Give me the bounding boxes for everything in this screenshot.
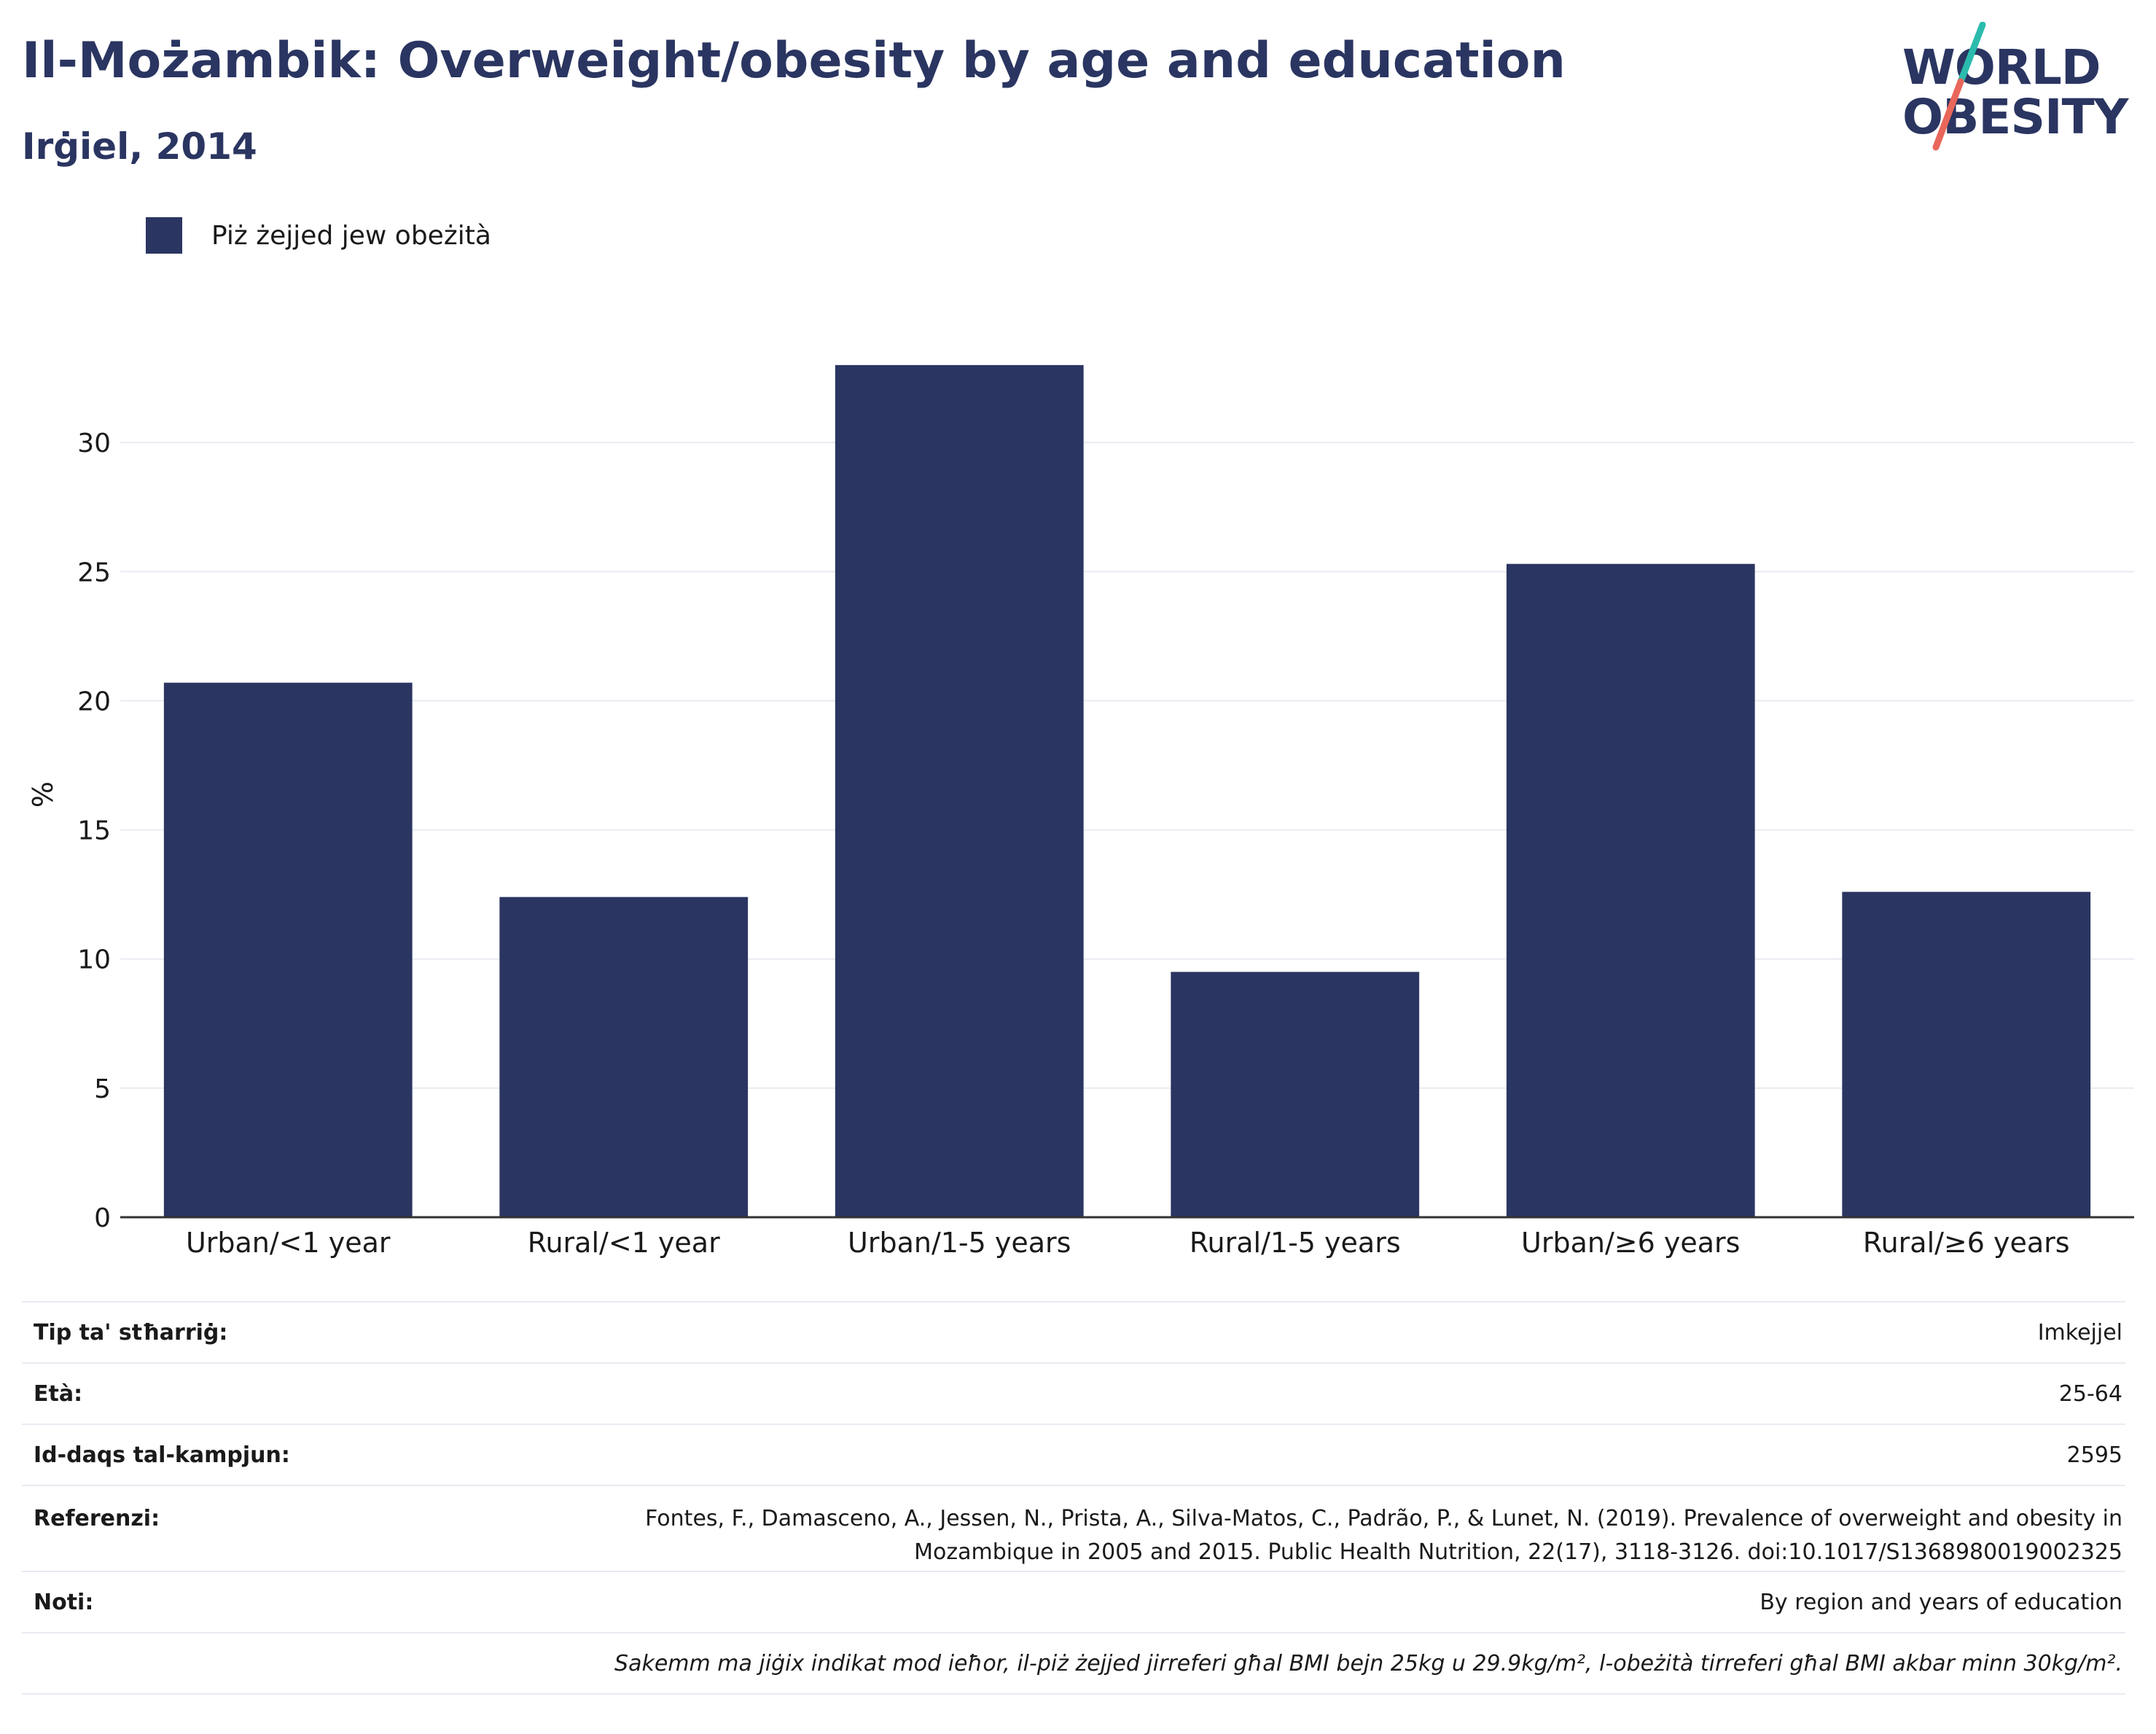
- reference-line-2: Mozambique in 2005 and 2015. Public Heal…: [914, 1539, 2122, 1565]
- y-tick-label: 10: [77, 945, 111, 975]
- footnote-text: Sakemm ma jiġix indikat mod ieħor, il-pi…: [614, 1650, 2122, 1676]
- legend-swatch: [146, 217, 182, 254]
- x-tick-label: Rural/1-5 years: [1190, 1227, 1401, 1259]
- logo-slash-icon: [1932, 22, 1986, 151]
- x-tick-label: Rural/<1 year: [528, 1227, 720, 1259]
- meta-label-age: Età:: [34, 1380, 83, 1407]
- meta-row-reference: Referenzi: Fontes, F., Damasceno, A., Je…: [22, 1485, 2125, 1571]
- meta-row-notes: Noti: By region and years of education: [22, 1571, 2125, 1632]
- meta-label-sample-size: Id-daqs tal-kampjun:: [34, 1442, 290, 1468]
- bar-chart: 0 5 10 15 20 25 30% Urban/<1 year Rural/<1 year U…: [27, 364, 2134, 1259]
- world-obesity-logo: WORLD OBESITY: [1902, 22, 2136, 157]
- meta-label-survey-type: Tip ta' stħarriġ:: [34, 1319, 228, 1346]
- chart-subtitle: Irġiel, 2014: [22, 125, 257, 168]
- y-tick-label: 25: [77, 558, 111, 587]
- y-tick-label: 20: [77, 687, 111, 716]
- meta-value-notes: By region and years of education: [1759, 1589, 2122, 1615]
- meta-value-survey-type: Imkejjel: [2037, 1319, 2122, 1346]
- chart-title: Il-Możambik: Overweight/obesity by age a…: [22, 32, 1566, 90]
- bar: [1171, 972, 1420, 1217]
- logo-word-world: WORLD: [1902, 39, 2101, 95]
- bar: [499, 897, 749, 1217]
- legend-label: Piż żejjed jew obeżità: [211, 220, 491, 251]
- meta-row-age: Età: 25-64: [22, 1362, 2125, 1423]
- meta-value-sample-size: 2595: [2066, 1442, 2122, 1468]
- metadata-table: Tip ta' stħarriġ: Imkejjel Età: 25-64 Id…: [22, 1301, 2125, 1695]
- x-tick-label: Urban/≥6 years: [1521, 1227, 1740, 1259]
- y-axis-label: %: [27, 781, 59, 808]
- meta-value-reference: Fontes, F., Damasceno, A., Jessen, N., P…: [645, 1502, 2125, 1569]
- bar: [163, 682, 413, 1217]
- meta-label-notes: Noti:: [34, 1589, 94, 1615]
- meta-row-footnote: Sakemm ma jiġix indikat mod ieħor, il-pi…: [22, 1632, 2125, 1695]
- meta-row-survey-type: Tip ta' stħarriġ: Imkejjel: [22, 1301, 2125, 1362]
- bar: [1842, 891, 2091, 1217]
- bar: [835, 364, 1084, 1217]
- y-tick-label: 0: [94, 1203, 111, 1233]
- meta-label-reference: Referenzi:: [34, 1506, 160, 1531]
- legend: Piż żejjed jew obeżità: [146, 217, 491, 254]
- x-tick-label: Urban/<1 year: [186, 1227, 391, 1259]
- meta-value-age: 25-64: [2058, 1380, 2122, 1407]
- x-tick-label: Rural/≥6 years: [1863, 1227, 2070, 1259]
- bar: [1506, 563, 1755, 1217]
- y-tick-label: 5: [94, 1074, 111, 1104]
- reference-line-1: Fontes, F., Damasceno, A., Jessen, N., P…: [645, 1506, 2122, 1531]
- y-tick-label: 15: [77, 816, 111, 846]
- x-tick-label: Urban/1-5 years: [848, 1227, 1071, 1259]
- meta-row-sample-size: Id-daqs tal-kampjun: 2595: [22, 1423, 2125, 1485]
- y-tick-label: 30: [77, 429, 111, 458]
